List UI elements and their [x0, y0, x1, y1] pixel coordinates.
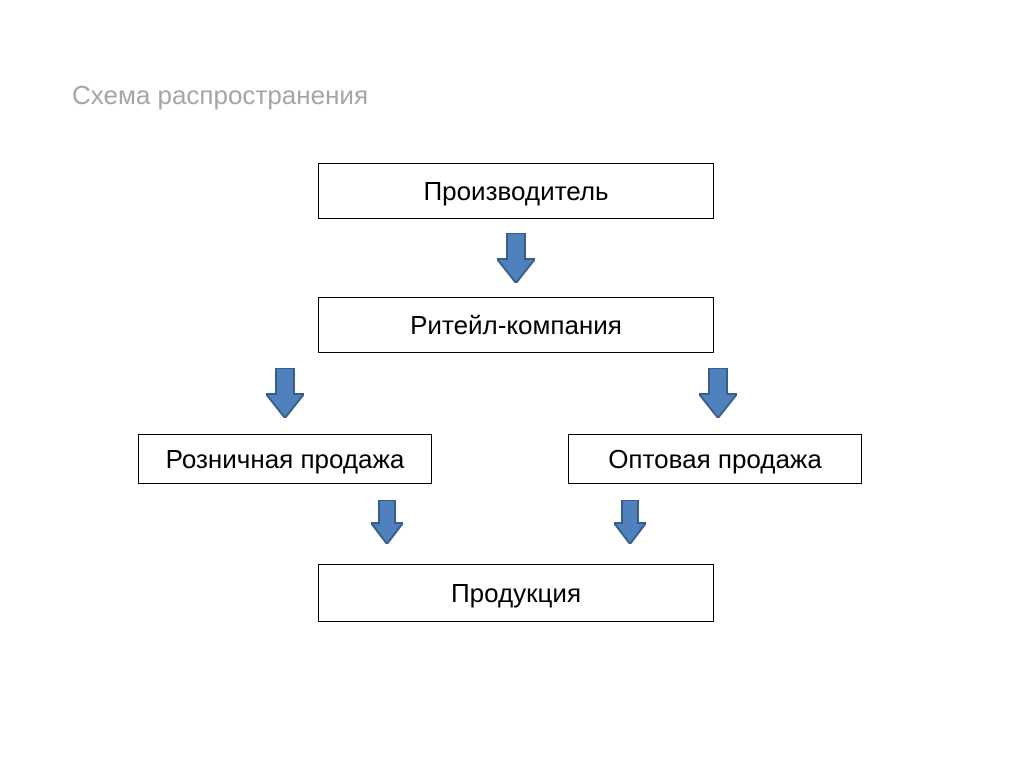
- node-manufacturer: Производитель: [318, 163, 714, 219]
- arrow-down-icon: [371, 500, 403, 544]
- node-label: Производитель: [423, 176, 608, 207]
- node-retail-sales: Розничная продажа: [138, 434, 432, 484]
- arrow-down-icon: [699, 368, 737, 418]
- node-label: Розничная продажа: [166, 444, 405, 475]
- node-wholesale-sales: Оптовая продажа: [568, 434, 862, 484]
- node-products: Продукция: [318, 564, 714, 622]
- node-label: Продукция: [451, 578, 581, 609]
- arrow-down-icon: [266, 368, 304, 418]
- node-retail-company: Ритейл-компания: [318, 297, 714, 353]
- diagram-title: Схема распространения: [72, 80, 368, 111]
- node-label: Ритейл-компания: [410, 310, 622, 341]
- arrow-down-icon: [497, 233, 535, 283]
- node-label: Оптовая продажа: [608, 444, 822, 475]
- arrow-down-icon: [614, 500, 646, 544]
